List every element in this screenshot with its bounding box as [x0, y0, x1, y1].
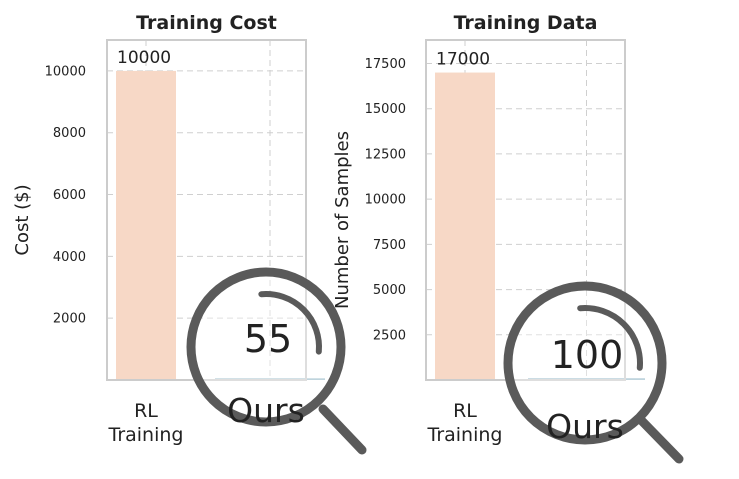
category-label-1: RL Training: [108, 400, 184, 446]
y-axis-label: Cost ($): [12, 184, 33, 255]
magnifier-lens: 55 Ours: [186, 267, 367, 455]
plot-frame: [425, 39, 626, 381]
data-label-bar-1: 17000: [436, 50, 490, 70]
y-tick-label: 2000: [53, 312, 86, 327]
category-label-2: Ours: [546, 407, 624, 446]
y-tick-label: 7500: [373, 238, 406, 253]
data-label-bar-2: 55: [244, 317, 292, 361]
bar-1: [435, 72, 495, 380]
y-tick-label: 12500: [365, 147, 406, 162]
y-tick-label: 15000: [365, 102, 406, 117]
data-label-bar-2: 100: [551, 333, 624, 377]
lens-handle: [636, 415, 684, 464]
chart-panel-2: 2500 5000 7500 10000 12500 15000 17500 Training…: [332, 12, 684, 464]
y-tick-label: 17500: [365, 57, 406, 72]
y-tick-label: 10000: [45, 64, 86, 79]
magnifier-lens: 100 Ours: [503, 281, 684, 464]
y-tick-label: 10000: [365, 193, 406, 208]
chart-title: Training Data: [454, 12, 598, 34]
y-tick-label: 5000: [373, 283, 406, 298]
lens-gauge-arc: [577, 305, 643, 371]
plot-frame: [106, 39, 307, 381]
bar-1: [116, 70, 176, 380]
lens-gauge-arc: [258, 291, 322, 355]
y-tick-label: 8000: [53, 126, 86, 141]
category-label-1: RL Training: [427, 400, 503, 446]
y-axis-label: Number of Samples: [332, 131, 353, 309]
lens-handle: [318, 404, 367, 455]
y-tick-label: 2500: [373, 328, 406, 343]
category-label-2: Ours: [227, 391, 305, 430]
data-label-bar-1: 10000: [117, 48, 171, 68]
y-tick-label: 6000: [53, 188, 86, 203]
y-tick-label: 4000: [53, 250, 86, 265]
chart-title: Training Cost: [136, 12, 277, 34]
chart-panel-1: 2000 4000 6000 8000 10000 Training Cost Cost (…: [12, 12, 367, 455]
